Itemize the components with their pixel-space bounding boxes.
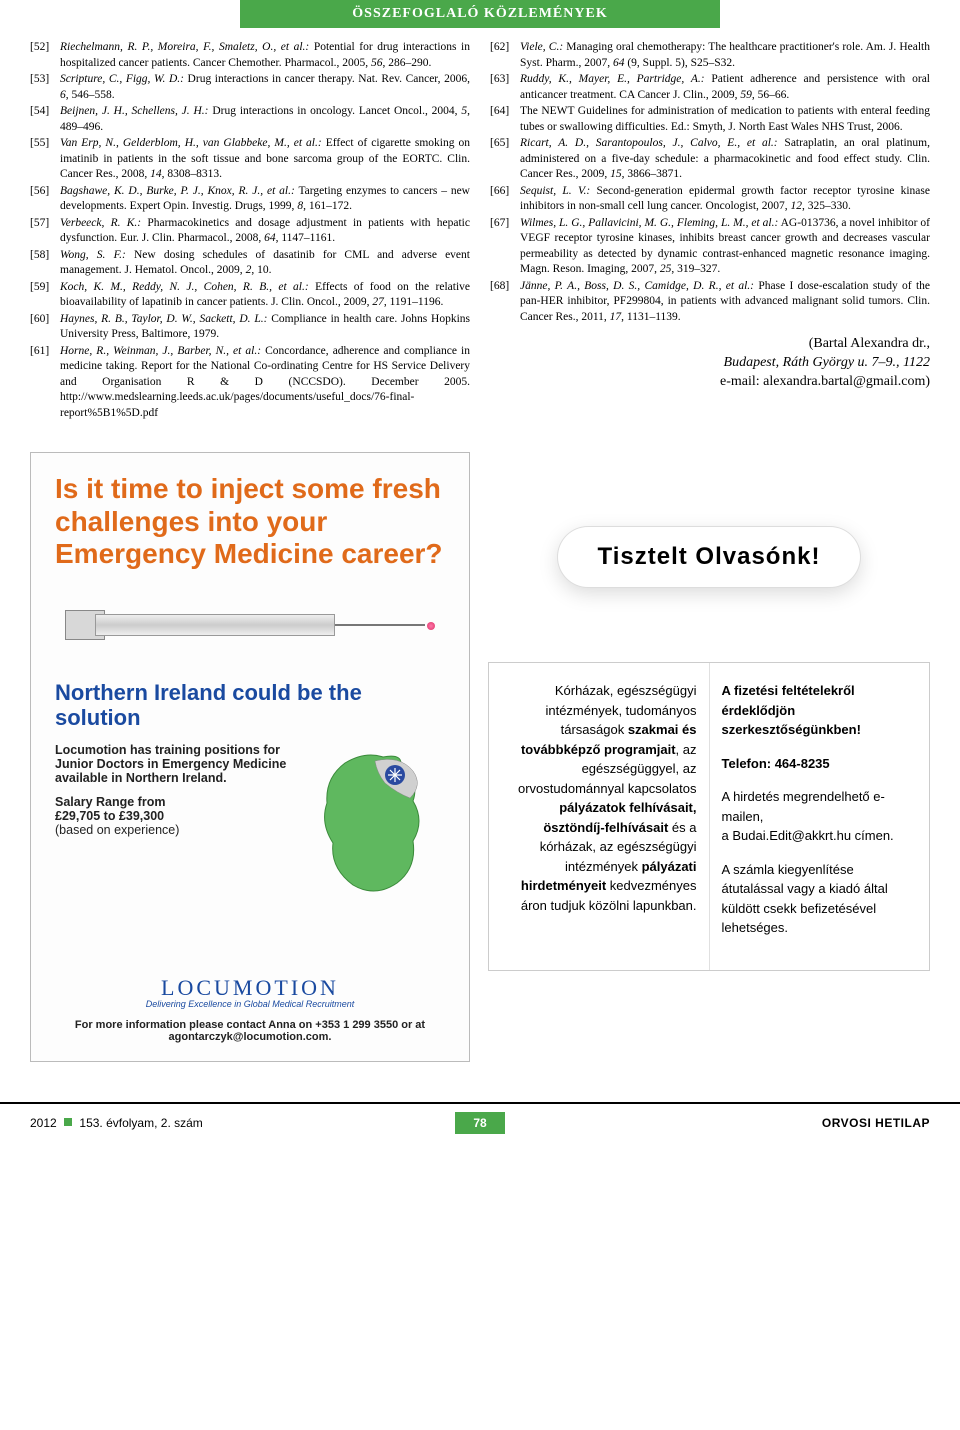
- reference-text: Wong, S. F.: New dosing schedules of das…: [60, 248, 470, 279]
- journal-name: ORVOSI HETILAP: [505, 1116, 930, 1130]
- reference-number: [59]: [30, 280, 60, 311]
- promo-block: A fizetési feltételekről érdeklődjön sze…: [722, 681, 912, 740]
- reference-text: Koch, K. M., Reddy, N. J., Cohen, R. B.,…: [60, 280, 470, 311]
- reference-item: [53]Scripture, C., Figg, W. D.: Drug int…: [30, 72, 470, 103]
- reference-number: [63]: [490, 72, 520, 103]
- reference-item: [67]Wilmes, L. G., Pallavicini, M. G., F…: [490, 216, 930, 278]
- ad-contact-footer: For more information please contact Anna…: [55, 1019, 445, 1043]
- reference-item: [58]Wong, S. F.: New dosing schedules of…: [30, 248, 470, 279]
- reference-number: [57]: [30, 216, 60, 247]
- ireland-map-icon: [305, 743, 445, 903]
- references-col-left: [52]Riechelmann, R. P., Moreira, F., Sma…: [30, 40, 470, 422]
- reference-text: Jänne, P. A., Boss, D. S., Camidge, D. R…: [520, 279, 930, 326]
- reference-text: Verbeeck, R. K.: Pharmacokinetics and do…: [60, 216, 470, 247]
- reference-item: [66]Sequist, L. V.: Second-generation ep…: [490, 184, 930, 215]
- syringe-graphic: [55, 588, 445, 658]
- reference-item: [64]The NEWT Guidelines for administrati…: [490, 104, 930, 135]
- reference-text: Haynes, R. B., Taylor, D. W., Sackett, D…: [60, 312, 470, 343]
- ad-logo: LOCUMOTION: [55, 975, 445, 1001]
- reference-text: Ruddy, K., Mayer, E., Partridge, A.: Pat…: [520, 72, 930, 103]
- reference-number: [54]: [30, 104, 60, 135]
- footer-issue: 2012 153. évfolyam, 2. szám: [30, 1116, 455, 1130]
- reference-text: Ricart, A. D., Sarantopoulos, J., Calvo,…: [520, 136, 930, 183]
- reference-number: [62]: [490, 40, 520, 71]
- ad-logo-tagline: Delivering Excellence in Global Medical …: [55, 999, 445, 1009]
- reference-text: Riechelmann, R. P., Moreira, F., Smaletz…: [60, 40, 470, 71]
- page-footer: 2012 153. évfolyam, 2. szám 78 ORVOSI HE…: [0, 1102, 960, 1148]
- contact-line: (Bartal Alexandra dr.,: [490, 335, 930, 354]
- reference-item: [61]Horne, R., Weinman, J., Barber, N., …: [30, 344, 470, 422]
- reference-text: Van Erp, N., Gelderblom, H., van Glabbek…: [60, 136, 470, 183]
- reference-item: [55]Van Erp, N., Gelderblom, H., van Gla…: [30, 136, 470, 183]
- references-col-right: [62]Viele, C.: Managing oral chemotherap…: [490, 40, 930, 422]
- reference-item: [60]Haynes, R. B., Taylor, D. W., Sacket…: [30, 312, 470, 343]
- reference-text: Bagshawe, K. D., Burke, P. J., Knox, R. …: [60, 184, 470, 215]
- promo-right-text: A fizetési feltételekről érdeklődjön sze…: [709, 663, 930, 970]
- reference-text: Horne, R., Weinman, J., Barber, N., et a…: [60, 344, 470, 422]
- reference-item: [65]Ricart, A. D., Sarantopoulos, J., Ca…: [490, 136, 930, 183]
- reference-number: [66]: [490, 184, 520, 215]
- reference-number: [61]: [30, 344, 60, 422]
- reference-text: Sequist, L. V.: Second-generation epider…: [520, 184, 930, 215]
- promo-title-pill: Tisztelt Olvasónk!: [558, 527, 861, 587]
- reference-number: [53]: [30, 72, 60, 103]
- page-number: 78: [455, 1112, 504, 1134]
- reference-number: [60]: [30, 312, 60, 343]
- contact-line: Budapest, Ráth György u. 7–9., 1122: [490, 354, 930, 373]
- reference-item: [52]Riechelmann, R. P., Moreira, F., Sma…: [30, 40, 470, 71]
- promo-block: A számla kiegyenlítése átutalással vagy …: [722, 860, 912, 938]
- reference-item: [59]Koch, K. M., Reddy, N. J., Cohen, R.…: [30, 280, 470, 311]
- reference-text: Scripture, C., Figg, W. D.: Drug interac…: [60, 72, 470, 103]
- lower-section: Is it time to inject some fresh challeng…: [0, 442, 960, 1102]
- promo-column: Tisztelt Olvasónk! Kórházak, egészségügy…: [488, 452, 930, 1062]
- reference-text: Viele, C.: Managing oral chemotherapy: T…: [520, 40, 930, 71]
- promo-block: A hirdetés megrendelhető e-mailen,a Buda…: [722, 787, 912, 846]
- reference-number: [68]: [490, 279, 520, 326]
- author-contact: (Bartal Alexandra dr., Budapest, Ráth Gy…: [490, 335, 930, 392]
- reference-item: [62]Viele, C.: Managing oral chemotherap…: [490, 40, 930, 71]
- ad-headline: Is it time to inject some fresh challeng…: [55, 473, 445, 570]
- reference-number: [64]: [490, 104, 520, 135]
- square-bullet-icon: [64, 1118, 72, 1126]
- reference-item: [54]Beijnen, J. H., Schellens, J. H.: Dr…: [30, 104, 470, 135]
- reference-item: [68]Jänne, P. A., Boss, D. S., Camidge, …: [490, 279, 930, 326]
- reference-number: [52]: [30, 40, 60, 71]
- reference-item: [63]Ruddy, K., Mayer, E., Partridge, A.:…: [490, 72, 930, 103]
- reference-number: [56]: [30, 184, 60, 215]
- promo-box: Kórházak, egészségügyi intézmények, tudo…: [488, 662, 930, 971]
- reference-text: The NEWT Guidelines for administration o…: [520, 104, 930, 135]
- reference-item: [56]Bagshawe, K. D., Burke, P. J., Knox,…: [30, 184, 470, 215]
- reference-number: [65]: [490, 136, 520, 183]
- advertisement: Is it time to inject some fresh challeng…: [30, 452, 470, 1062]
- ad-copy: Locumotion has training positions for Ju…: [55, 743, 293, 847]
- promo-block: Telefon: 464-8235: [722, 754, 912, 774]
- section-header: ÖSSZEFOGLALÓ KÖZLEMÉNYEK: [240, 0, 720, 28]
- reference-number: [67]: [490, 216, 520, 278]
- reference-item: [57]Verbeeck, R. K.: Pharmacokinetics an…: [30, 216, 470, 247]
- reference-text: Beijnen, J. H., Schellens, J. H.: Drug i…: [60, 104, 470, 135]
- promo-left-text: Kórházak, egészségügyi intézmények, tudo…: [489, 663, 709, 970]
- reference-text: Wilmes, L. G., Pallavicini, M. G., Flemi…: [520, 216, 930, 278]
- ad-subheading: Northern Ireland could be the solution: [55, 680, 445, 731]
- reference-number: [55]: [30, 136, 60, 183]
- reference-number: [58]: [30, 248, 60, 279]
- references-columns: [52]Riechelmann, R. P., Moreira, F., Sma…: [0, 40, 960, 442]
- contact-line: e-mail: alexandra.bartal@gmail.com): [490, 373, 930, 392]
